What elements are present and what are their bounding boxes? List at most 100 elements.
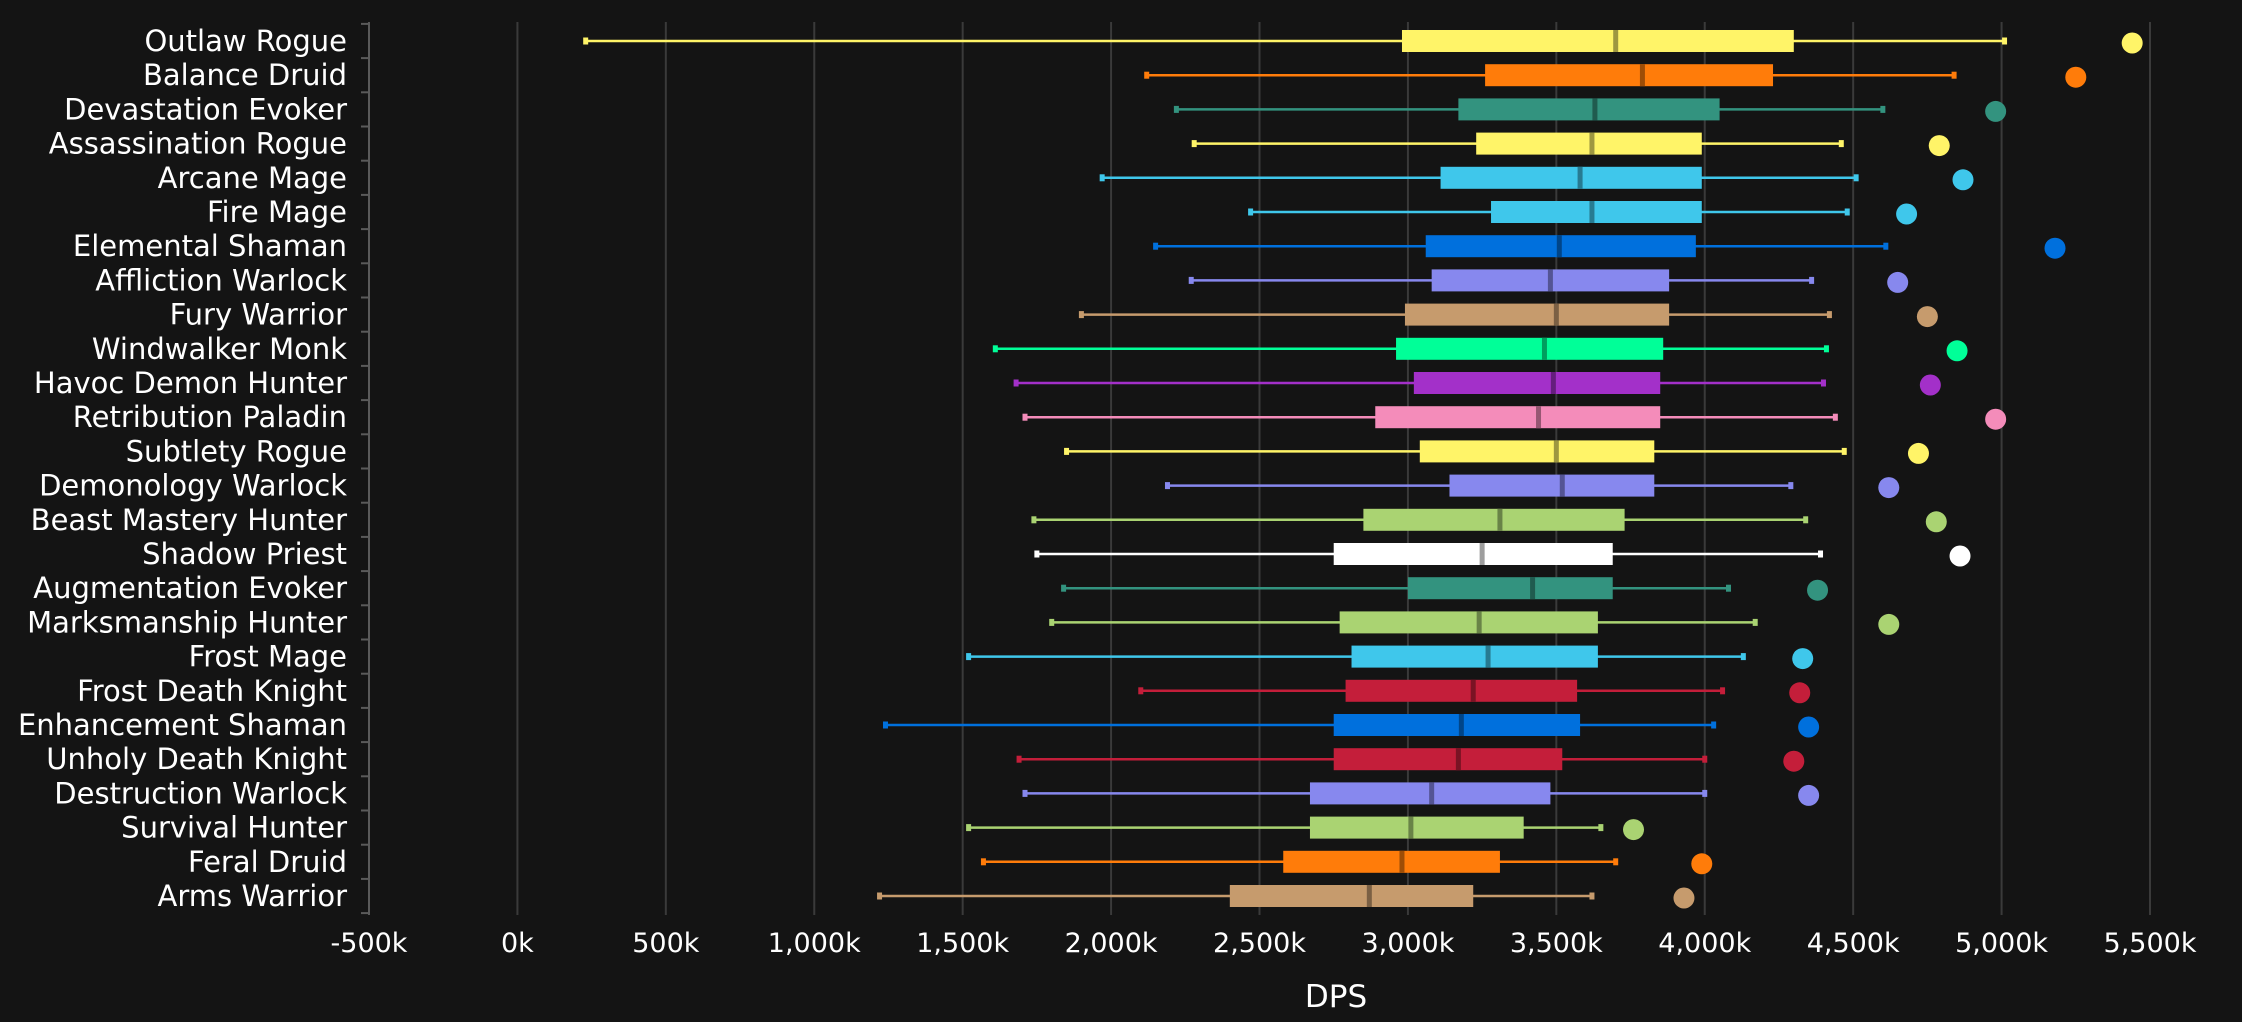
whisker-cap-min (583, 37, 589, 45)
outlier-point (1789, 682, 1811, 704)
box-group (1144, 64, 2087, 88)
box-iqr (1458, 98, 1720, 121)
whisker-cap-min (966, 824, 972, 832)
x-tick-label: 5,000k (1955, 928, 2048, 959)
whisker-cap-min (1144, 71, 1150, 79)
whisker-cap-max (1613, 858, 1619, 866)
x-tick-label: 2,000k (1065, 928, 1158, 959)
outlier-point (1878, 613, 1900, 635)
median-mark (1553, 303, 1559, 326)
whisker-cap-min (1016, 755, 1022, 763)
x-tick-label: 1,000k (768, 928, 861, 959)
category-label: Fury Warrior (170, 298, 348, 332)
category-label: Subtlety Rogue (126, 434, 347, 468)
median-mark (1577, 166, 1583, 189)
whisker-cap-min (1248, 208, 1254, 216)
category-label: Affliction Warlock (95, 263, 347, 297)
outlier-point (1887, 271, 1909, 293)
median-mark (1589, 132, 1595, 155)
box-group (1031, 508, 1947, 533)
whisker-cap-max (1951, 71, 1957, 79)
whisker-cap-min (1022, 789, 1028, 797)
box-group (1022, 406, 2007, 430)
box-iqr (1404, 303, 1670, 326)
category-label: Feral Druid (188, 845, 347, 879)
box-iqr (1491, 201, 1702, 223)
whisker-cap-min (1061, 584, 1067, 592)
x-tick-label: 3,000k (1361, 928, 1454, 959)
median-mark (1399, 850, 1405, 873)
category-label: Devastation Evoker (64, 92, 347, 126)
box-iqr (1229, 885, 1474, 907)
category-label: Unholy Death Knight (46, 742, 347, 776)
box-iqr (1419, 440, 1655, 463)
x-tick-label: 4,500k (1807, 928, 1900, 959)
box-group (1064, 440, 1929, 464)
category-label: Demonology Warlock (39, 469, 347, 503)
whisker-cap-min (1164, 482, 1170, 490)
category-label: Augmentation Evoker (33, 571, 347, 605)
whisker-cap-min (1031, 516, 1037, 524)
category-label: Enhancement Shaman (18, 708, 347, 742)
x-tick-label: 4,000k (1658, 928, 1751, 959)
x-tick-label: 5,500k (2104, 928, 2197, 959)
whisker-cap-max (1832, 413, 1838, 421)
outlier-point (2121, 32, 2143, 54)
outlier-point (1878, 477, 1900, 499)
median-mark (1479, 543, 1485, 565)
box-series (583, 30, 2143, 909)
outlier-point (1985, 100, 2007, 122)
box-iqr (1309, 816, 1524, 839)
whisker-cap-max (1809, 276, 1815, 284)
outlier-point (1949, 545, 1971, 567)
box-iqr (1339, 611, 1598, 634)
box-group (1138, 679, 1811, 704)
outlier-point (1783, 750, 1805, 772)
median-mark (1497, 508, 1503, 531)
box-iqr (1333, 543, 1613, 565)
whisker-cap-max (1880, 105, 1886, 113)
box-group (1078, 303, 1938, 328)
x-tick-label: 500k (632, 928, 700, 959)
whisker-cap-min (966, 653, 972, 661)
whisker-cap-max (1702, 789, 1708, 797)
outlier-point (1896, 203, 1918, 225)
whisker-cap-min (980, 858, 986, 866)
x-tick-label: 3,500k (1510, 928, 1603, 959)
box-group (882, 714, 1820, 738)
whisker-cap-max (1820, 379, 1826, 387)
box-iqr (1476, 132, 1702, 155)
whisker-cap-max (1788, 482, 1794, 490)
box-iqr (1375, 406, 1661, 429)
box-group (966, 645, 1814, 670)
category-label: Destruction Warlock (54, 776, 347, 810)
box-iqr (1401, 30, 1794, 52)
outlier-point (1916, 306, 1938, 328)
outlier-point (1919, 374, 1941, 396)
whisker-cap-min (1173, 105, 1179, 113)
whisker-cap-min (882, 721, 888, 729)
box-group (1099, 166, 1974, 191)
box-group (1153, 235, 2066, 259)
outlier-point (2065, 66, 2087, 88)
outlier-point (1985, 408, 2007, 430)
box-iqr (1333, 748, 1563, 771)
median-mark (1485, 645, 1491, 668)
x-axis-title: DPS (1305, 979, 1367, 1015)
category-label: Survival Hunter (121, 811, 347, 845)
whisker-cap-max (1853, 174, 1859, 182)
median-mark (1541, 337, 1547, 360)
whisker-cap-max (1883, 242, 1889, 250)
box-iqr (1351, 645, 1598, 668)
outlier-point (1798, 784, 1820, 806)
box-group (1016, 748, 1805, 772)
median-mark (1470, 679, 1476, 702)
box-group (1164, 474, 1900, 499)
median-mark (1458, 714, 1464, 736)
whisker-cap-max (1589, 892, 1595, 900)
box-group (1248, 201, 1918, 225)
box-group (1034, 543, 1971, 567)
category-label: Outlaw Rogue (144, 24, 347, 58)
